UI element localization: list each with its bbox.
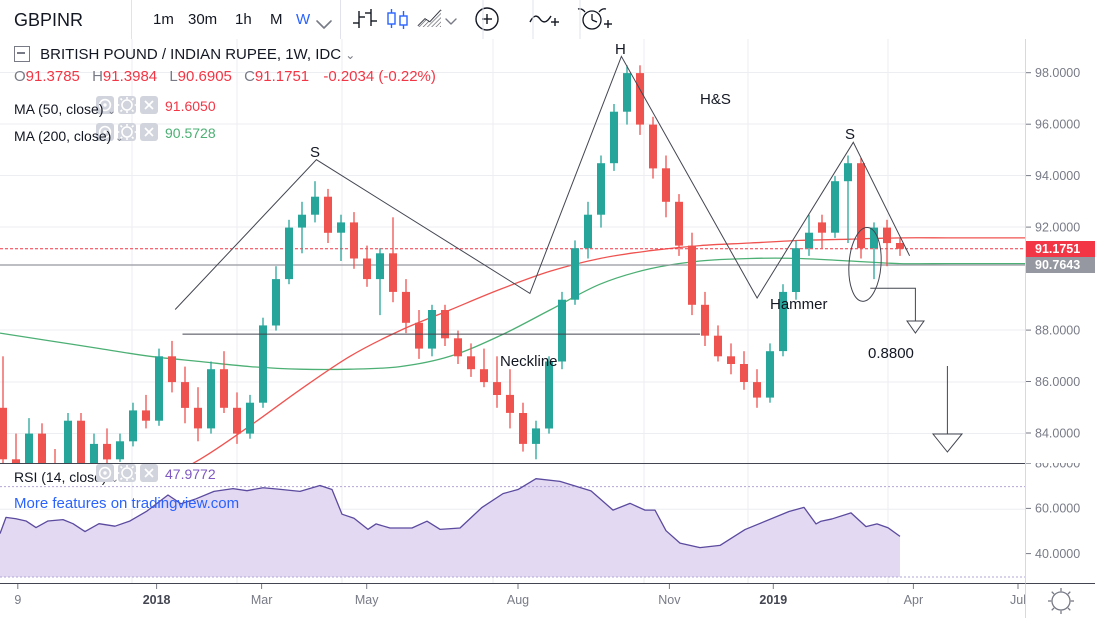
- svg-text:90.7643: 90.7643: [1035, 258, 1080, 272]
- svg-text:May: May: [355, 593, 379, 607]
- svg-text:9: 9: [14, 593, 21, 607]
- svg-text:96.0000: 96.0000: [1035, 118, 1080, 132]
- svg-text:2018: 2018: [143, 593, 171, 607]
- svg-text:88.0000: 88.0000: [1035, 323, 1080, 337]
- svg-text:98.0000: 98.0000: [1035, 66, 1080, 80]
- svg-text:2019: 2019: [759, 593, 787, 607]
- svg-text:60.0000: 60.0000: [1035, 502, 1080, 516]
- svg-text:40.0000: 40.0000: [1035, 547, 1080, 561]
- svg-text:Neckline: Neckline: [500, 353, 558, 370]
- svg-text:Apr: Apr: [904, 593, 923, 607]
- svg-text:H: H: [615, 41, 626, 58]
- svg-text:S: S: [845, 126, 855, 143]
- svg-text:92.0000: 92.0000: [1035, 220, 1080, 234]
- svg-text:Mar: Mar: [251, 593, 273, 607]
- svg-text:Jul: Jul: [1010, 593, 1025, 607]
- svg-text:S: S: [310, 144, 320, 161]
- svg-text:Hammer: Hammer: [770, 296, 828, 313]
- svg-text:91.1751: 91.1751: [1035, 242, 1080, 256]
- svg-text:84.0000: 84.0000: [1035, 426, 1080, 440]
- svg-text:Aug: Aug: [507, 593, 529, 607]
- svg-text:Nov: Nov: [658, 593, 681, 607]
- svg-text:80.0000: 80.0000: [1035, 463, 1080, 471]
- svg-text:86.0000: 86.0000: [1035, 375, 1080, 389]
- svg-text:94.0000: 94.0000: [1035, 169, 1080, 183]
- svg-text:H&S: H&S: [700, 91, 731, 108]
- svg-text:0.8800: 0.8800: [868, 345, 914, 362]
